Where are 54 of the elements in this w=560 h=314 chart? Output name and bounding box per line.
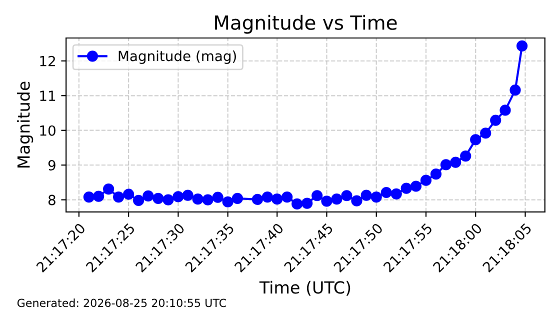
x-axis-title: Time (UTC) <box>259 280 350 296</box>
point <box>302 198 313 209</box>
y-tick-label: 10 <box>40 125 56 136</box>
point <box>440 159 452 170</box>
point <box>510 84 521 96</box>
point <box>93 190 104 202</box>
point <box>430 168 442 180</box>
point <box>83 191 94 203</box>
point <box>152 192 164 204</box>
point <box>142 190 154 202</box>
point <box>252 194 264 206</box>
point <box>450 156 462 168</box>
point <box>172 191 184 202</box>
legend-label: Magnitude (mag) <box>118 50 236 64</box>
point <box>212 192 224 203</box>
point <box>192 194 204 205</box>
point <box>292 198 303 210</box>
point <box>331 194 342 205</box>
chart-title: Magnitude vs Time <box>215 14 397 34</box>
y-tick-label: 8 <box>48 194 56 206</box>
point <box>282 191 293 203</box>
point <box>262 191 274 203</box>
point <box>490 114 502 126</box>
point <box>420 174 432 186</box>
point <box>232 192 244 204</box>
point <box>460 150 472 162</box>
text: Generated: 2026-08-25 20:10:55 UTC <box>17 298 226 308</box>
point <box>360 190 372 201</box>
point <box>123 188 134 200</box>
point <box>390 188 402 200</box>
point <box>380 186 392 198</box>
point <box>500 104 511 116</box>
point <box>370 191 382 203</box>
point <box>162 194 174 206</box>
point <box>103 183 114 195</box>
y-tick-label: 11 <box>40 90 56 101</box>
point <box>222 196 234 208</box>
y-tick-label: 12 <box>40 56 55 66</box>
point <box>410 180 422 192</box>
point <box>400 182 412 194</box>
point <box>312 190 323 202</box>
point <box>272 194 283 205</box>
point <box>351 195 362 206</box>
point <box>202 194 214 206</box>
point <box>516 40 528 52</box>
point <box>480 128 492 139</box>
point <box>470 134 482 146</box>
point <box>341 190 352 202</box>
point <box>133 194 144 206</box>
point <box>182 190 194 201</box>
point <box>113 191 124 203</box>
y-tick-label: 9 <box>48 160 56 171</box>
y-axis-title: Magnitude <box>17 82 34 168</box>
point <box>321 196 332 207</box>
